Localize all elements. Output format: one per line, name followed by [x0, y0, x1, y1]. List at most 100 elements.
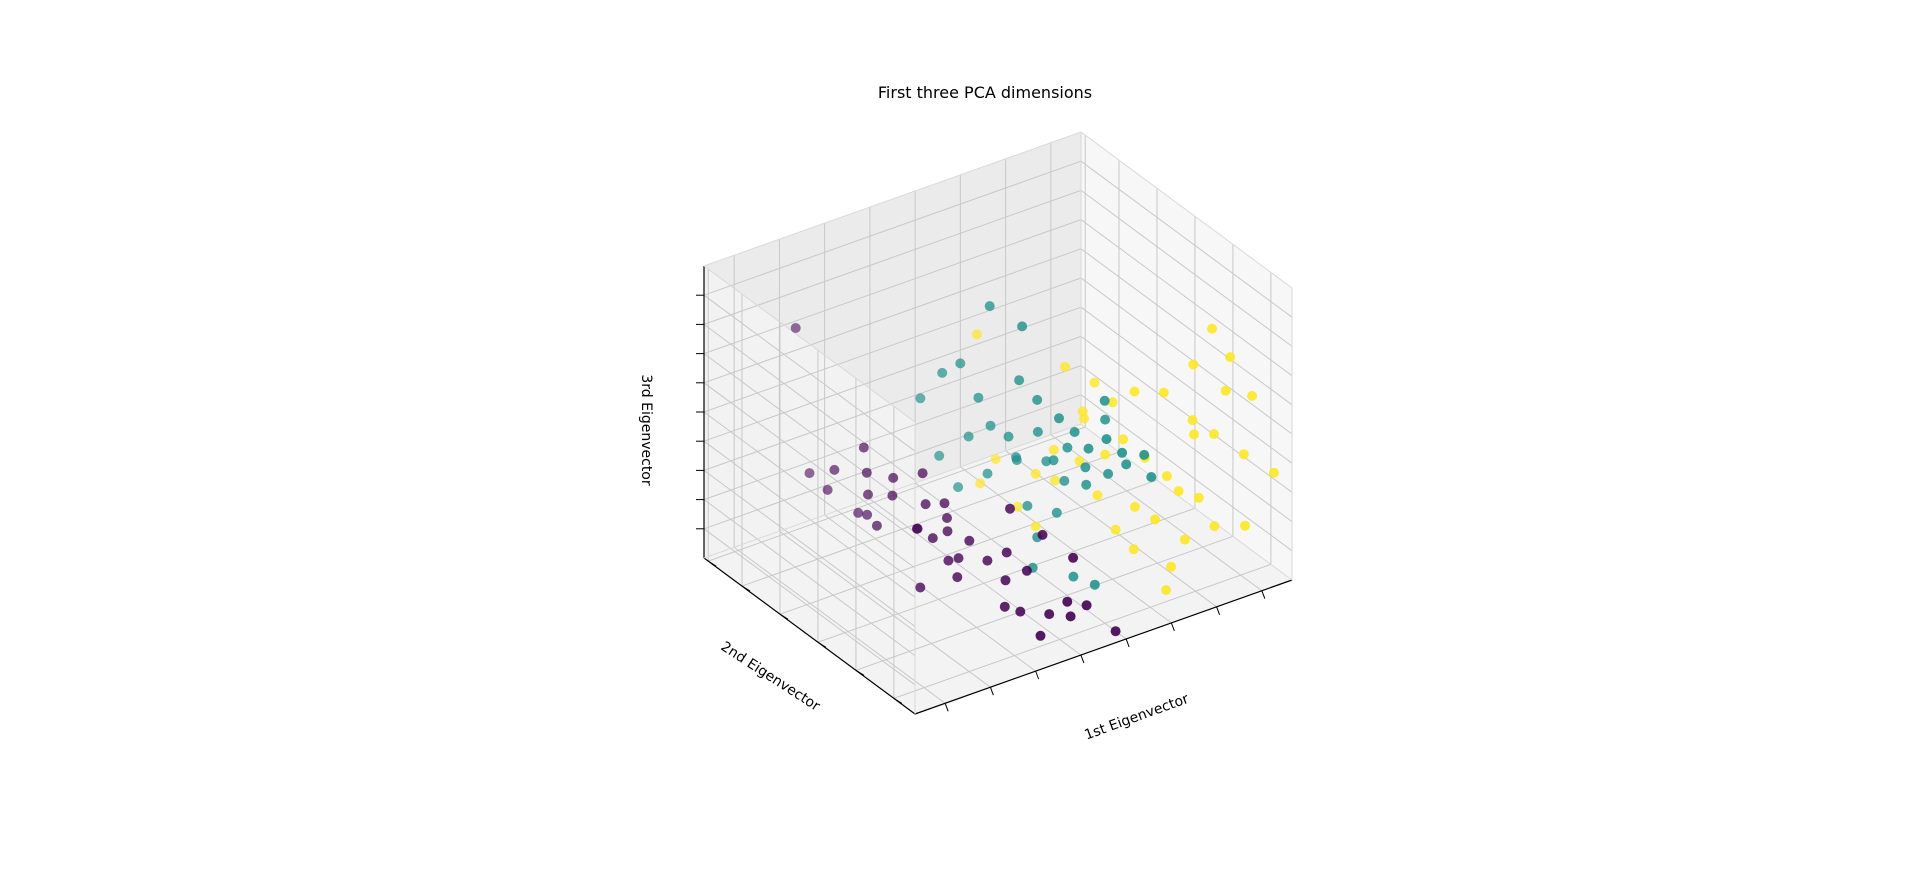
y-axis-line [703, 557, 916, 715]
data-point-series-1 [927, 533, 938, 544]
data-point-series-3 [1100, 449, 1111, 460]
data-point-series-3 [1208, 429, 1219, 439]
data-point-series-2 [1100, 414, 1111, 425]
data-point-series-1 [804, 468, 815, 479]
gridline-back-z [703, 306, 1082, 442]
pane-edge [1080, 423, 1293, 581]
data-point-series-2 [1069, 427, 1080, 437]
y-tick [817, 641, 827, 648]
data-point-series-3 [1187, 415, 1198, 426]
data-point-series-3 [1238, 449, 1249, 460]
data-point-series-1 [862, 509, 873, 520]
data-point-series-3 [1161, 471, 1172, 482]
data-point-series-3 [1050, 475, 1060, 486]
data-point-series-3 [1209, 521, 1220, 532]
x-tick [1125, 638, 1130, 648]
data-point-series-1 [822, 484, 833, 495]
data-point-series-2 [1121, 459, 1132, 470]
data-point-series-3 [1128, 544, 1139, 555]
gridline-back-z [703, 277, 1082, 413]
data-point-series-2 [934, 450, 945, 461]
gridline-floor-x [824, 514, 1036, 672]
data-point-series-1 [939, 498, 950, 509]
data-point-series-2 [1022, 500, 1033, 511]
data-point-series-1 [920, 499, 931, 510]
y-axis-label: 2nd Eigenvector [718, 639, 823, 715]
data-point-series-1 [1110, 626, 1121, 637]
gridline-right-z [1080, 277, 1293, 435]
data-point-series-2 [937, 367, 948, 378]
y-tick [707, 560, 717, 567]
data-point-series-1 [915, 582, 926, 593]
data-point-series-3 [1129, 386, 1140, 397]
gridline-back-z [703, 248, 1082, 384]
gridline-right-z [1080, 160, 1293, 318]
gridline-floor-x [733, 546, 946, 704]
data-point-series-3 [1173, 486, 1184, 497]
data-point-series-3 [990, 454, 1001, 465]
x-tick [1216, 606, 1221, 615]
y-tick [855, 669, 865, 676]
data-point-series-2 [955, 358, 966, 369]
data-point-series-2 [1146, 472, 1157, 482]
gridline-left-z [703, 499, 916, 657]
data-point-series-1 [1000, 575, 1011, 586]
gridline-back-z [703, 219, 1082, 355]
gridline-left-z [703, 411, 916, 569]
gridline-left-z [703, 294, 916, 452]
gridline-back-z [703, 365, 1082, 501]
data-point-series-3 [975, 478, 986, 489]
x-axis-line [914, 579, 1293, 715]
data-point-series-2 [1099, 395, 1110, 406]
data-point-series-2 [1048, 455, 1059, 466]
x-tick [1261, 590, 1266, 599]
data-point-series-1 [982, 555, 993, 566]
data-point-series-2 [1062, 442, 1073, 453]
pane-edge [703, 131, 1082, 267]
data-point-series-3 [1030, 468, 1041, 479]
gridline-floor-x [1050, 434, 1263, 592]
data-point-series-2 [953, 482, 964, 493]
data-point-series-1 [1037, 529, 1048, 540]
data-point-series-3 [1110, 524, 1121, 535]
data-point-series-1 [871, 520, 882, 531]
data-point-series-2 [1032, 426, 1043, 437]
data-point-series-2 [1017, 321, 1028, 332]
data-point-series-1 [888, 472, 899, 483]
x-tick [989, 687, 994, 696]
gridline-floor-y [741, 451, 1120, 587]
data-point-series-3 [1129, 501, 1140, 512]
data-point-series-1 [853, 507, 864, 518]
data-point-series-2 [984, 301, 995, 312]
data-point-series-3 [1158, 387, 1169, 398]
gridline-floor-y [817, 507, 1196, 643]
gridline-left-z [703, 528, 916, 686]
gridline-right-z [1080, 189, 1293, 347]
data-point-series-2 [1101, 434, 1112, 445]
data-point-series-2 [1083, 443, 1094, 454]
pane-edge [703, 265, 916, 423]
data-point-series-1 [790, 323, 801, 333]
x-tick [1035, 670, 1040, 680]
data-point-series-2 [1139, 449, 1150, 460]
data-point-series-3 [971, 329, 982, 340]
gridline-right-z [1080, 219, 1293, 377]
data-point-series-1 [952, 572, 963, 583]
data-point-series-2 [982, 468, 993, 479]
data-point-series-1 [943, 555, 954, 566]
data-point-series-3 [1161, 585, 1172, 596]
gridline-right-z [1080, 335, 1293, 493]
data-point-series-1 [1065, 611, 1076, 622]
data-point-series-2 [1051, 507, 1062, 518]
data-point-series-3 [1225, 352, 1236, 363]
data-point-series-3 [1247, 390, 1258, 401]
gridline-left-z [703, 323, 916, 481]
data-point-series-1 [1081, 600, 1092, 611]
gridline-right-z [1080, 394, 1293, 552]
data-point-series-1 [829, 464, 840, 475]
gridline-floor-x [779, 530, 991, 688]
data-point-series-3 [1030, 521, 1041, 532]
data-point-series-1 [858, 442, 869, 453]
data-point-series-2 [1089, 579, 1100, 590]
data-point-series-1 [863, 489, 873, 500]
